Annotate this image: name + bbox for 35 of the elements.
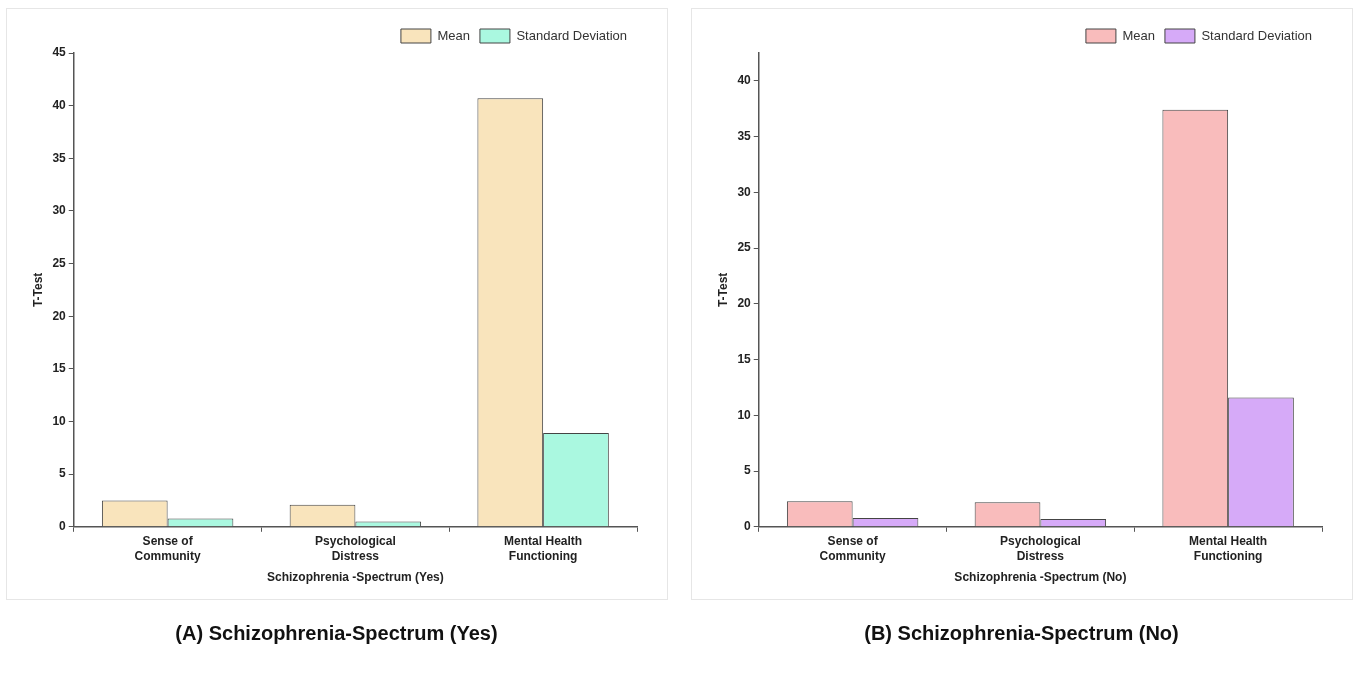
y-tick-label: 0 xyxy=(58,519,66,534)
y-tick-label: 30 xyxy=(736,184,751,199)
text: (A) Schizophrenia-Spectrum (Yes) xyxy=(175,622,498,645)
text: (B) Schizophrenia-Spectrum (No) xyxy=(864,622,1179,645)
y-tick-label: 20 xyxy=(736,296,751,311)
y-tick-label: 20 xyxy=(51,308,66,323)
y-tick-label: 0 xyxy=(743,519,751,534)
y-tick-label: 5 xyxy=(743,463,751,478)
y-tick-label: 15 xyxy=(51,361,66,376)
y-axis-title: T-Test xyxy=(30,272,45,308)
y-tick-label: 10 xyxy=(736,407,751,422)
y-tick-label: 45 xyxy=(51,45,66,60)
legend-label: Standard Deviation xyxy=(515,27,627,43)
x-axis-title: Schizophrenia -Spectrum (No) xyxy=(953,570,1126,585)
y-axis-title: T-Test xyxy=(715,272,730,308)
x-axis-title: Schizophrenia -Spectrum (Yes) xyxy=(266,570,444,585)
y-tick-label: 35 xyxy=(736,128,751,143)
y-tick-label: 5 xyxy=(58,466,66,481)
y-tick-label: 35 xyxy=(51,150,66,165)
x-tick-label: Mental Health Functioning xyxy=(1188,534,1267,563)
x-tick-label: Psychological Distress xyxy=(999,534,1081,563)
y-tick-label: 40 xyxy=(736,73,751,88)
y-tick-label: 30 xyxy=(51,203,66,218)
x-tick-label: Sense of Community xyxy=(819,534,886,563)
y-tick-label: 25 xyxy=(736,240,751,255)
y-tick-label: 25 xyxy=(51,255,66,270)
y-tick-label: 15 xyxy=(736,351,751,366)
x-tick-label: Sense of Community xyxy=(134,534,201,563)
x-tick-label: Psychological Distress xyxy=(314,534,396,563)
legend-label: Mean xyxy=(1121,27,1155,43)
legend-label: Standard Deviation xyxy=(1200,27,1312,43)
x-tick-label: Mental Health Functioning xyxy=(503,534,582,563)
legend-label: Mean xyxy=(436,27,470,43)
y-tick-label: 40 xyxy=(51,97,66,112)
y-tick-label: 10 xyxy=(51,413,66,428)
